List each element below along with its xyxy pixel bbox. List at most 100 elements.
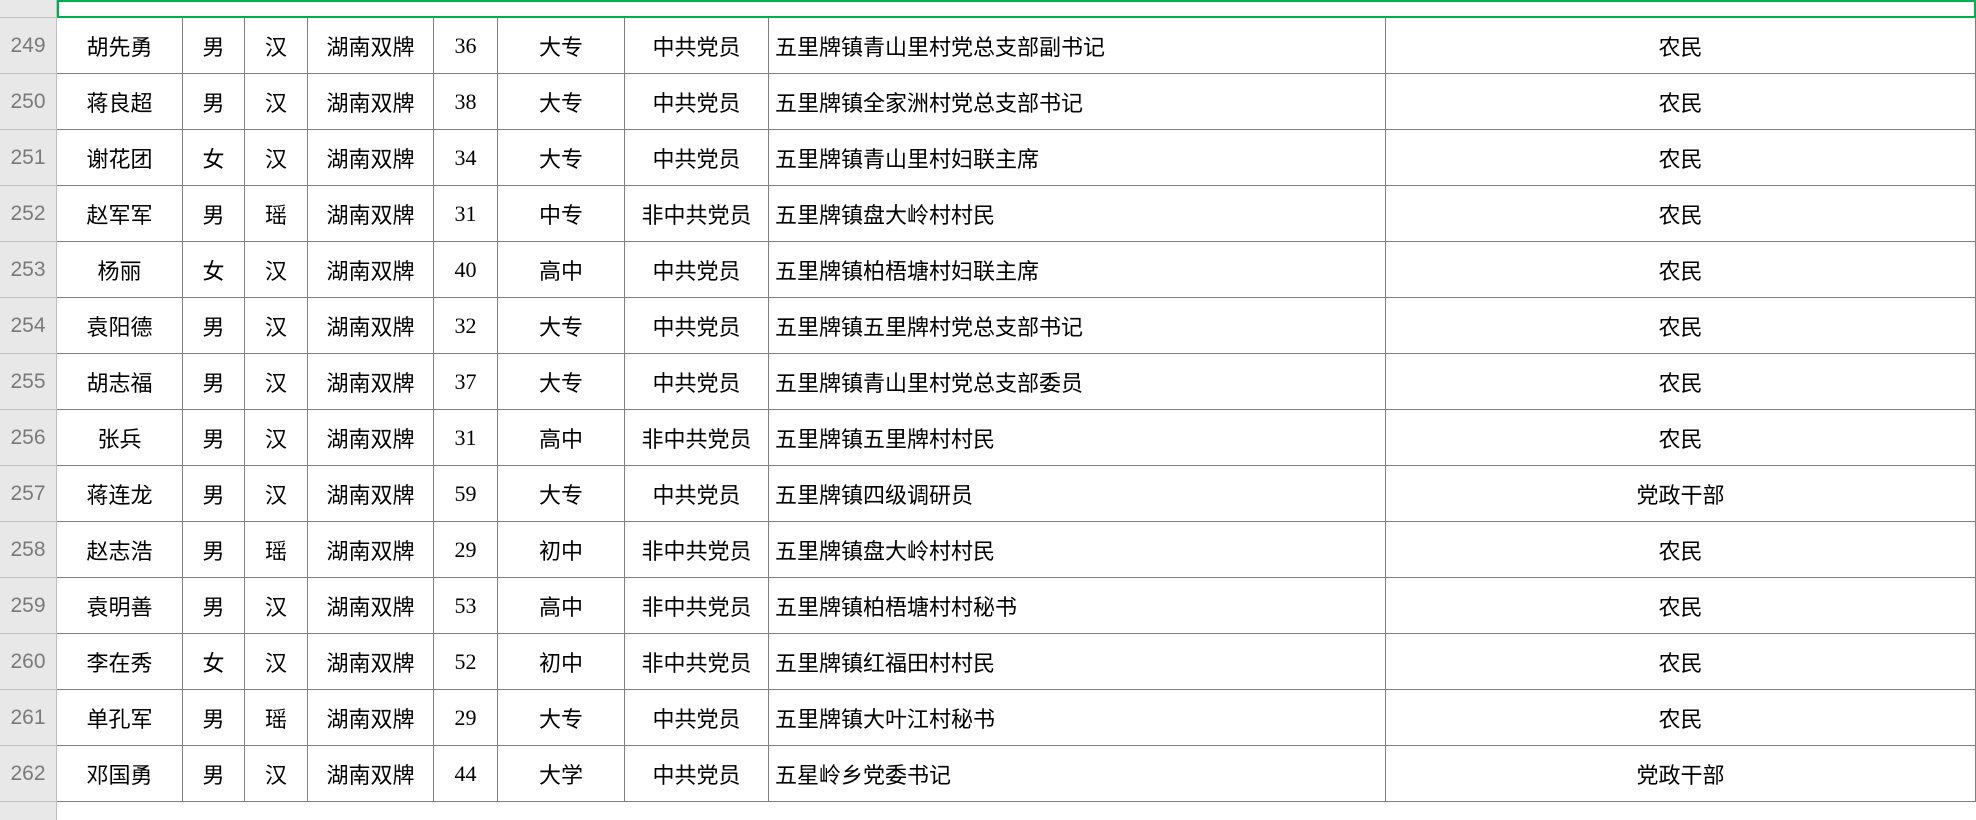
row-number-header[interactable]: 260 [0, 634, 57, 690]
cell-name[interactable]: 李在秀 [57, 634, 183, 690]
cell-occupation[interactable]: 党政干部 [1386, 746, 1976, 802]
cell-origin[interactable]: 湖南双牌 [308, 634, 434, 690]
cell-party[interactable]: 中共党员 [625, 746, 769, 802]
row-number-header[interactable]: 258 [0, 522, 57, 578]
cell-name[interactable]: 张兵 [57, 410, 183, 466]
cell-occupation[interactable]: 农民 [1386, 690, 1976, 746]
cell-party[interactable]: 中共党员 [625, 466, 769, 522]
cell-position[interactable]: 五里牌镇盘大岭村村民 [769, 186, 1386, 242]
cell-position[interactable]: 五里牌镇盘大岭村村民 [769, 522, 1386, 578]
cell-gender[interactable]: 男 [183, 578, 245, 634]
cell-origin[interactable]: 湖南双牌 [308, 354, 434, 410]
cell-ethnicity[interactable]: 汉 [245, 354, 308, 410]
cell-origin[interactable]: 湖南双牌 [308, 242, 434, 298]
cell-age[interactable]: 32 [434, 298, 498, 354]
cell-education[interactable]: 大专 [498, 354, 625, 410]
cell-age[interactable]: 53 [434, 578, 498, 634]
cell-party[interactable]: 中共党员 [625, 354, 769, 410]
cell-ethnicity[interactable]: 瑶 [245, 690, 308, 746]
row-number-header[interactable]: 259 [0, 578, 57, 634]
row-number-header[interactable]: 257 [0, 466, 57, 522]
cell-origin[interactable]: 湖南双牌 [308, 74, 434, 130]
cell-party[interactable]: 中共党员 [625, 130, 769, 186]
cell-position[interactable]: 五里牌镇大叶江村秘书 [769, 690, 1386, 746]
row-number-header[interactable]: 250 [0, 74, 57, 130]
cell-party[interactable]: 中共党员 [625, 18, 769, 74]
cell-education[interactable]: 大专 [498, 298, 625, 354]
cell-gender[interactable]: 男 [183, 746, 245, 802]
cell-gender[interactable]: 男 [183, 18, 245, 74]
cell-ethnicity[interactable]: 汉 [245, 746, 308, 802]
cell-origin[interactable]: 湖南双牌 [308, 18, 434, 74]
cell-position[interactable]: 五里牌镇柏梧塘村妇联主席 [769, 242, 1386, 298]
cell-position[interactable]: 五里牌镇四级调研员 [769, 466, 1386, 522]
cell-position[interactable]: 五里牌镇青山里村党总支部副书记 [769, 18, 1386, 74]
cell-ethnicity[interactable]: 汉 [245, 466, 308, 522]
cell-occupation[interactable]: 农民 [1386, 18, 1976, 74]
cell-gender[interactable]: 男 [183, 690, 245, 746]
cell-education[interactable]: 大专 [498, 466, 625, 522]
cell-position[interactable]: 五里牌镇五里牌村党总支部书记 [769, 298, 1386, 354]
row-number-header[interactable]: 252 [0, 186, 57, 242]
cell-gender[interactable]: 男 [183, 466, 245, 522]
cell-origin[interactable]: 湖南双牌 [308, 410, 434, 466]
cell-gender[interactable]: 女 [183, 634, 245, 690]
cell-name[interactable]: 赵军军 [57, 186, 183, 242]
cell-party[interactable]: 非中共党员 [625, 578, 769, 634]
cell-name[interactable]: 袁阳德 [57, 298, 183, 354]
cell-party[interactable]: 非中共党员 [625, 410, 769, 466]
cell-ethnicity[interactable]: 汉 [245, 298, 308, 354]
cell-occupation[interactable]: 农民 [1386, 410, 1976, 466]
cell-occupation[interactable]: 农民 [1386, 354, 1976, 410]
cell-occupation[interactable]: 农民 [1386, 242, 1976, 298]
cell-ethnicity[interactable]: 汉 [245, 130, 308, 186]
cell-name[interactable]: 胡先勇 [57, 18, 183, 74]
cell-age[interactable]: 36 [434, 18, 498, 74]
cell-education[interactable]: 大专 [498, 18, 625, 74]
cell-occupation[interactable]: 农民 [1386, 634, 1976, 690]
row-number-header[interactable]: 254 [0, 298, 57, 354]
cell-party[interactable]: 中共党员 [625, 242, 769, 298]
cell-age[interactable]: 40 [434, 242, 498, 298]
cell-name[interactable]: 谢花团 [57, 130, 183, 186]
row-number-header[interactable]: 253 [0, 242, 57, 298]
cell-origin[interactable]: 湖南双牌 [308, 466, 434, 522]
row-number-header[interactable]: 261 [0, 690, 57, 746]
cell-age[interactable]: 31 [434, 186, 498, 242]
cell-occupation[interactable]: 农民 [1386, 74, 1976, 130]
cell-ethnicity[interactable]: 汉 [245, 242, 308, 298]
cell-age[interactable]: 52 [434, 634, 498, 690]
cell-name[interactable]: 赵志浩 [57, 522, 183, 578]
cell-education[interactable]: 大专 [498, 690, 625, 746]
cell-name[interactable]: 邓国勇 [57, 746, 183, 802]
cell-party[interactable]: 非中共党员 [625, 522, 769, 578]
cell-origin[interactable]: 湖南双牌 [308, 578, 434, 634]
cell-gender[interactable]: 男 [183, 186, 245, 242]
cell-age[interactable]: 44 [434, 746, 498, 802]
cell-gender[interactable]: 女 [183, 130, 245, 186]
row-number-header[interactable]: 256 [0, 410, 57, 466]
cell-age[interactable]: 59 [434, 466, 498, 522]
cell-education[interactable]: 高中 [498, 578, 625, 634]
cell-gender[interactable]: 男 [183, 354, 245, 410]
cell-origin[interactable]: 湖南双牌 [308, 186, 434, 242]
cell-occupation[interactable]: 农民 [1386, 522, 1976, 578]
cell-education[interactable]: 大专 [498, 74, 625, 130]
cell-position[interactable]: 五里牌镇柏梧塘村村秘书 [769, 578, 1386, 634]
cell-education[interactable]: 初中 [498, 522, 625, 578]
cell-party[interactable]: 非中共党员 [625, 634, 769, 690]
cell-age[interactable]: 29 [434, 522, 498, 578]
cell-age[interactable]: 29 [434, 690, 498, 746]
cell-ethnicity[interactable]: 汉 [245, 18, 308, 74]
cell-occupation[interactable]: 农民 [1386, 186, 1976, 242]
cell-age[interactable]: 31 [434, 410, 498, 466]
cell-education[interactable]: 高中 [498, 242, 625, 298]
cell-origin[interactable]: 湖南双牌 [308, 298, 434, 354]
row-number-header[interactable]: 262 [0, 746, 57, 802]
cell-ethnicity[interactable]: 瑶 [245, 186, 308, 242]
cell-education[interactable]: 中专 [498, 186, 625, 242]
cell-occupation[interactable]: 农民 [1386, 298, 1976, 354]
cell-position[interactable]: 五里牌镇红福田村村民 [769, 634, 1386, 690]
cell-ethnicity[interactable]: 瑶 [245, 522, 308, 578]
cell-name[interactable]: 蒋良超 [57, 74, 183, 130]
